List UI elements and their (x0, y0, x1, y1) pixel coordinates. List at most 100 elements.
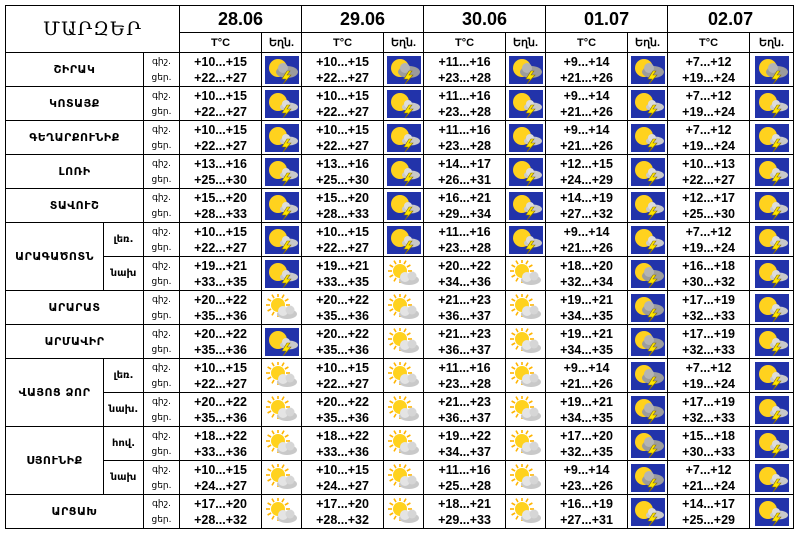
thunderstorm-cloud-icon (630, 361, 665, 390)
sun-cloud-icon (509, 497, 541, 523)
weather-icon-cell (627, 222, 669, 257)
weather-icon-cell (627, 324, 669, 359)
weather-icon-cell (505, 222, 547, 257)
day-temp: +28...+32 (316, 512, 369, 527)
thunderstorm-sun-icon (754, 463, 789, 492)
weather-icon-cell (383, 392, 425, 427)
day-temp: +22...+27 (316, 138, 369, 153)
day-label: ցեր. (151, 174, 172, 185)
weather-icon-cell (505, 188, 547, 223)
forecast-table-wrapper: ՄԱՐԶԵՐ 28.06 29.06 30.06 01.07 02.07 T°C… (5, 5, 795, 529)
sun-cloud-icon (509, 395, 541, 421)
day-night-labels: գիշ. ցեր. (143, 324, 180, 359)
table-title: ՄԱՐԶԵՐ (5, 5, 180, 53)
temperature-cell: +10...+15 +22...+27 (301, 86, 385, 121)
night-temp: +9...+14 (563, 122, 610, 137)
table-row: ՍՅՈՒՆԻՔ հով. գիշ. ցեր. +18...+22 +33...+36 +18… (5, 426, 795, 495)
night-label: գիշ. (152, 56, 171, 67)
subregion-label: նախ. (103, 392, 144, 427)
sun-cloud-icon (509, 429, 541, 455)
day-temp: +25...+30 (316, 172, 369, 187)
day-temp: +33...+36 (316, 444, 369, 459)
night-temp: +14...+17 (438, 156, 491, 171)
night-label: գիշ. (152, 498, 171, 509)
day-temp: +32...+33 (682, 342, 735, 357)
night-temp: +11...+16 (438, 360, 491, 375)
night-temp: +20...+22 (194, 394, 247, 409)
temperature-cell: +19...+22 +34...+37 (423, 426, 507, 461)
night-temp: +10...+15 (194, 462, 247, 477)
night-temp: +10...+15 (316, 54, 369, 69)
thunderstorm-sun-icon (754, 123, 789, 152)
sun-cloud-icon (387, 259, 419, 285)
table-row: ԱՐՑԱԽ գիշ. ցեր. +17...+20 +28...+32 +17...+20… (5, 494, 795, 529)
weather-icon-cell (260, 494, 303, 529)
day-label: ցեր. (151, 412, 172, 423)
day-temp: +32...+33 (682, 308, 735, 323)
thunderstorm-sun-icon (754, 395, 789, 424)
day-night-labels: գիշ. ցեր. (143, 494, 180, 529)
region-name: ԱՐԱԳԱԾՈՏՆ (5, 222, 104, 291)
night-temp: +11...+16 (438, 122, 491, 137)
night-temp: +21...+23 (438, 326, 491, 341)
thunderstorm-sun-icon (754, 327, 789, 356)
day-temp: +23...+28 (438, 70, 491, 85)
day-temp: +36...+37 (438, 410, 491, 425)
thunderstorm-cloud-icon (630, 293, 665, 322)
thunderstorm-sun-icon (630, 123, 665, 152)
temperature-cell: +20...+22 +35...+36 (301, 290, 385, 325)
night-temp: +21...+23 (438, 394, 491, 409)
thunderstorm-sun-icon (508, 191, 543, 220)
day-temp: +21...+26 (560, 138, 613, 153)
night-temp: +20...+22 (316, 394, 369, 409)
sun-cloud-icon (387, 429, 419, 455)
day-temp: +28...+33 (194, 206, 247, 221)
temperature-cell: +12...+17 +25...+30 (667, 188, 751, 223)
thunderstorm-sun-icon (508, 89, 543, 118)
night-temp: +17...+19 (682, 394, 735, 409)
temperature-cell: +17...+20 +32...+35 (545, 426, 629, 461)
temp-column-header: T°C (179, 32, 262, 53)
night-temp: +20...+22 (316, 292, 369, 307)
weather-icon-cell (627, 494, 669, 529)
weather-icon-cell (383, 290, 425, 325)
weather-icon-cell (260, 86, 303, 121)
weather-icon-cell (260, 290, 303, 325)
day-temp: +28...+32 (194, 512, 247, 527)
temperature-cell: +12...+15 +24...+29 (545, 154, 629, 189)
weather-icon-cell (383, 86, 425, 121)
night-temp: +19...+22 (438, 428, 491, 443)
thunderstorm-cloud-icon (386, 55, 421, 84)
table-row: ԳԵՂԱՐՔՈՒՆԻՔ գիշ. ցեր. +10...+15 +22...+27 +10… (5, 120, 795, 155)
temperature-cell: +20...+22 +35...+36 (179, 290, 262, 325)
day-temp: +35...+36 (316, 308, 369, 323)
night-temp: +12...+15 (560, 156, 613, 171)
weather-icon-cell (627, 52, 669, 87)
temp-column-header: T°C (423, 32, 507, 53)
day-temp: +34...+35 (560, 410, 613, 425)
day-temp: +22...+27 (194, 376, 247, 391)
weather-icon-cell (749, 188, 795, 223)
weather-icon-cell (383, 256, 425, 291)
sun-cloud-icon (387, 361, 419, 387)
night-temp: +20...+22 (194, 292, 247, 307)
night-temp: +17...+20 (316, 496, 369, 511)
day-temp: +19...+24 (682, 70, 735, 85)
day-night-labels: գիշ. ցեր. (143, 256, 180, 291)
night-temp: +10...+15 (194, 360, 247, 375)
temperature-cell: +7...+12 +21...+24 (667, 460, 751, 495)
temperature-cell: +19...+21 +34...+35 (545, 324, 629, 359)
night-label: գիշ. (152, 294, 171, 305)
thunderstorm-sun-icon (264, 191, 299, 220)
weather-icon-cell (627, 290, 669, 325)
weather-icon-cell (627, 120, 669, 155)
temperature-cell: +14...+17 +26...+31 (423, 154, 507, 189)
table-row: նախ գիշ. ցեր. +19...+21 +33...+35 +19...+21 +3… (6, 256, 795, 291)
thunderstorm-sun-icon (630, 157, 665, 186)
thunderstorm-sun-icon (630, 225, 665, 254)
temperature-cell: +10...+15 +22...+27 (179, 120, 262, 155)
weather-icon-cell (749, 460, 795, 495)
day-label: ցեր. (151, 276, 172, 287)
day-temp: +29...+34 (438, 206, 491, 221)
day-temp: +21...+26 (560, 376, 613, 391)
